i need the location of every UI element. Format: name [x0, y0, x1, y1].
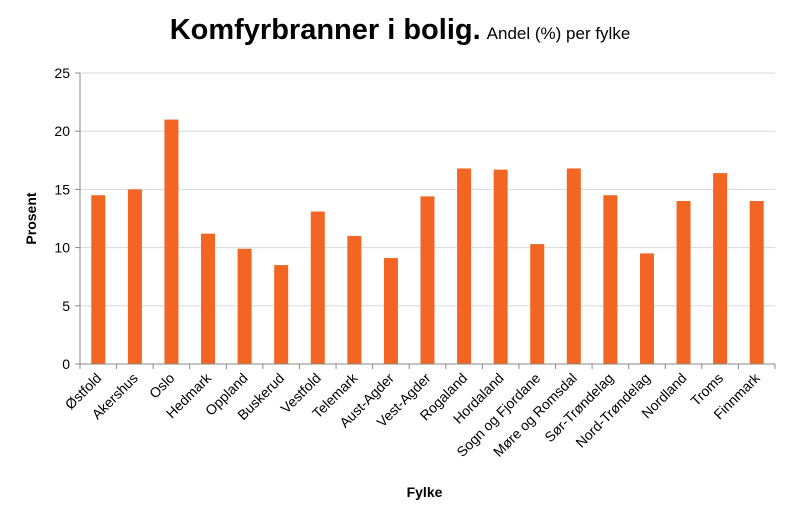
chart-title: Komfyrbranner i bolig. Andel (%) per fylk…: [0, 14, 800, 47]
bar: [274, 265, 289, 364]
bar: [676, 201, 691, 364]
bar: [457, 168, 472, 364]
bar: [310, 211, 325, 364]
bar: [603, 195, 618, 364]
bar: [164, 119, 179, 364]
y-axis-title: Prosent: [23, 192, 39, 244]
y-tick-label: 20: [54, 123, 70, 139]
x-axis-title: Fylke: [407, 484, 443, 500]
bar: [749, 201, 764, 364]
bar: [493, 169, 508, 364]
bar: [347, 235, 362, 364]
bar: [383, 258, 398, 364]
y-tick-label: 15: [54, 181, 70, 197]
y-tick-label: 25: [54, 65, 70, 81]
bar: [639, 253, 654, 364]
y-tick-label: 10: [54, 240, 70, 256]
chart-main-title: Komfyrbranner i bolig.: [169, 14, 481, 46]
chart-subtitle: Andel (%) per fylke: [486, 24, 631, 43]
bar: [127, 189, 142, 364]
bar: [420, 196, 435, 364]
bar: [566, 168, 581, 364]
bar: [201, 233, 216, 364]
bars: [91, 119, 764, 364]
bar: [530, 244, 545, 364]
y-tick-label: 0: [62, 356, 70, 372]
bar: [237, 248, 252, 364]
bar: [713, 173, 728, 364]
x-tick-label: Oslo: [146, 370, 178, 402]
bar: [91, 195, 106, 364]
y-tick-label: 5: [62, 298, 70, 314]
